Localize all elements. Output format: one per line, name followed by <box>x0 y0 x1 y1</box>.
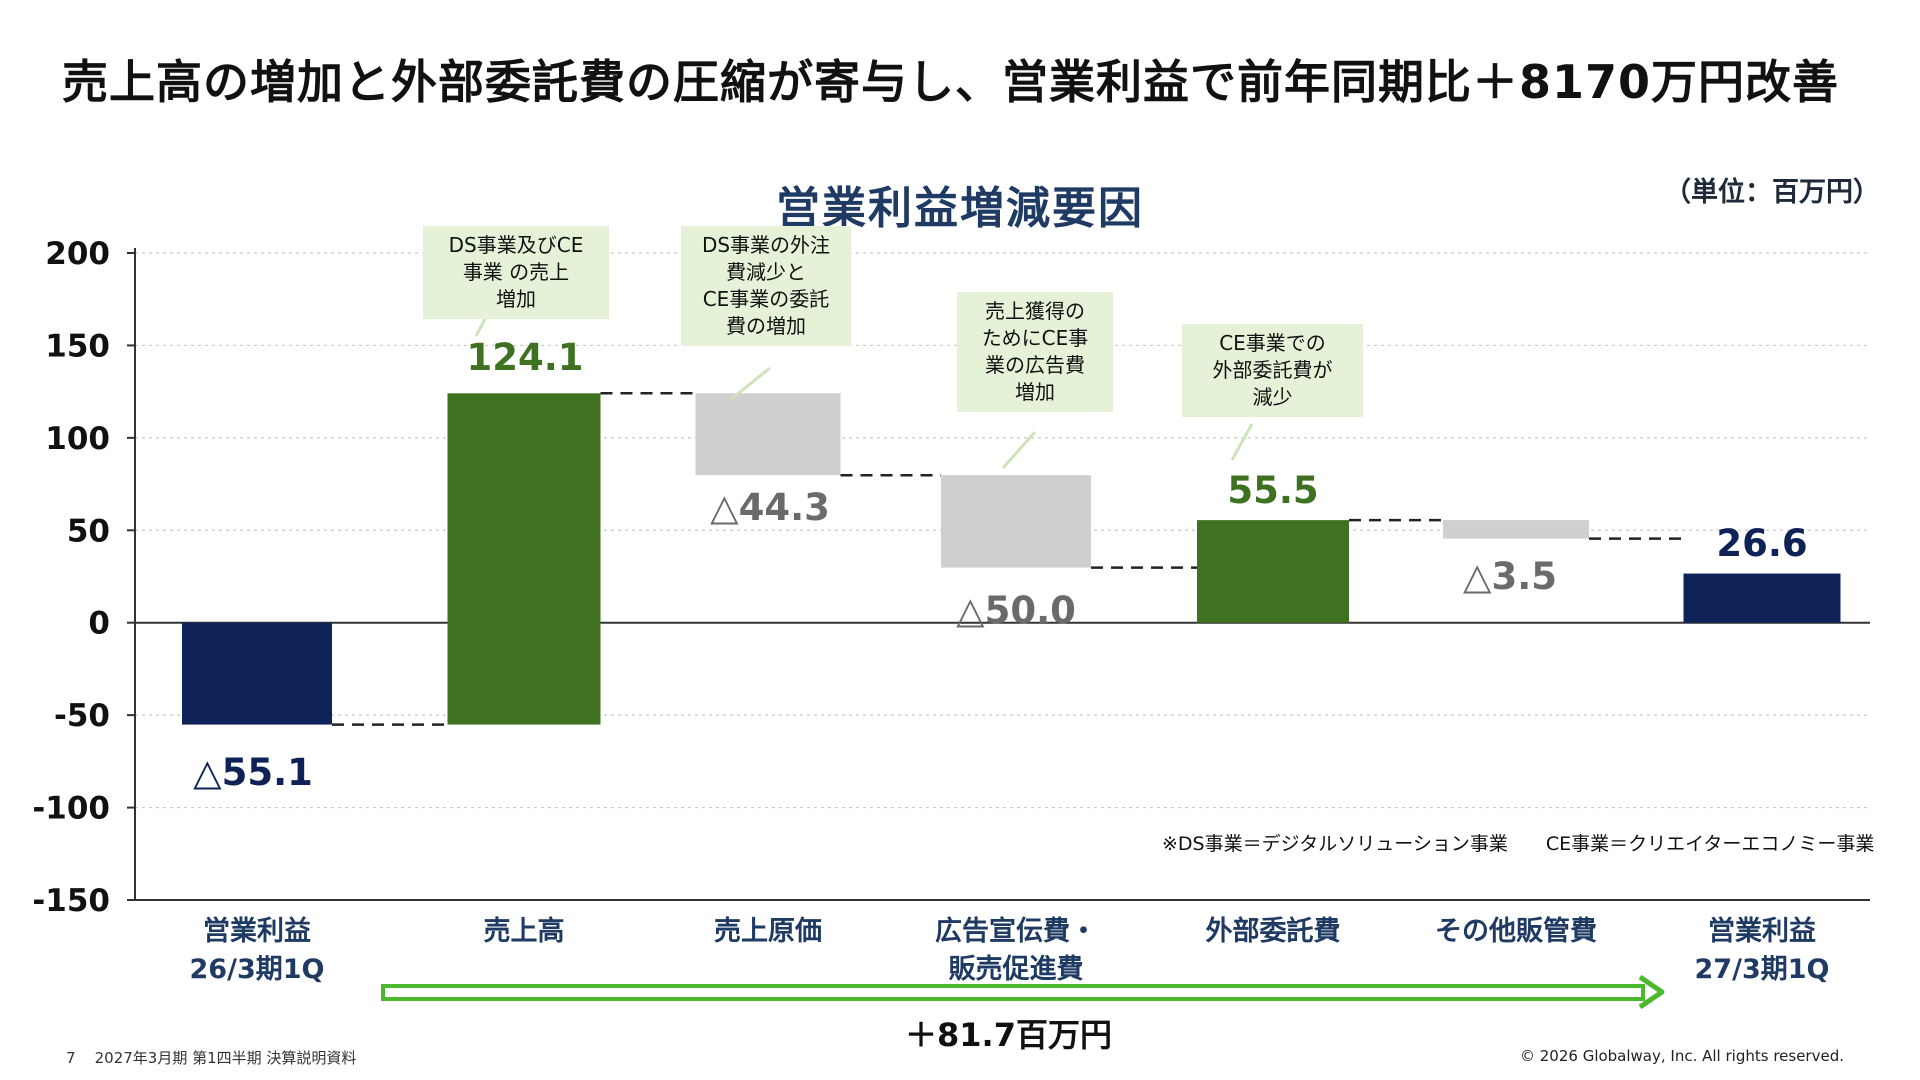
chart-title: 営業利益増減要因 <box>776 183 1144 234</box>
x-category-label: 営業利益 26/3期1Q <box>190 915 325 985</box>
callout-advertising: 売上獲得の ためにCE事 業の広告費 増加 <box>957 292 1113 412</box>
unit-label: （単位：百万円） <box>1664 177 1880 208</box>
callout-pointer <box>1230 423 1254 461</box>
y-tick-label: 200 <box>45 236 110 272</box>
x-category-label: 外部委託費 <box>1206 915 1341 947</box>
data-label: △50.0 <box>956 589 1076 632</box>
data-label: 26.6 <box>1716 522 1807 565</box>
callout-pointer <box>1001 431 1037 469</box>
x-category-label: 売上高 <box>484 915 565 947</box>
y-tick-label: -100 <box>32 791 110 827</box>
y-tick-label: 0 <box>88 606 110 642</box>
x-category-label: 営業利益 27/3期1Q <box>1695 915 1830 985</box>
y-tick-label: 100 <box>45 421 110 457</box>
x-category-label: 売上原価 <box>714 916 822 947</box>
bar-0 <box>182 622 332 725</box>
y-tick-label: -50 <box>54 698 110 734</box>
bar-5 <box>1443 520 1589 539</box>
data-label: △55.1 <box>193 751 313 794</box>
bar-4 <box>1197 520 1349 623</box>
data-label: △3.5 <box>1463 555 1557 598</box>
callout-sales: DS事業及びCE 事業 の売上 増加 <box>423 226 609 319</box>
callout-pointer <box>729 366 771 402</box>
bar-3 <box>941 475 1091 568</box>
bar-1 <box>447 393 601 725</box>
page-number: 7 <box>66 1049 76 1067</box>
callout-cost-of-sales: DS事業の外注 費減少と CE事業の委託 費の増加 <box>681 226 851 346</box>
doc-title: 2027年3月期 第1四半期 決算説明資料 <box>94 1049 357 1067</box>
data-label: 124.1 <box>466 336 583 379</box>
y-tick-label: 150 <box>45 328 110 364</box>
footer-doc-info: 7 2027年3月期 第1四半期 決算説明資料 <box>66 1047 356 1068</box>
bar-6 <box>1683 573 1841 623</box>
y-tick-label: 50 <box>67 513 110 549</box>
total-change-label: ＋81.7百万円 <box>905 1016 1112 1054</box>
y-tick-label: -150 <box>32 883 110 919</box>
copyright: © 2026 Globalway, Inc. All rights reserv… <box>1519 1047 1844 1065</box>
improvement-arrow-head <box>1638 974 1665 1010</box>
bar-2 <box>695 393 841 476</box>
data-label: 55.5 <box>1227 469 1318 512</box>
segment-note: ※DS事業＝デジタルソリューション事業 CE事業＝クリエイターエコノミー事業 <box>1162 833 1875 855</box>
page-headline: 売上高の増加と外部委託費の圧縮が寄与し、営業利益で前年同期比＋8170万円改善 <box>62 55 1840 109</box>
x-category-label: 広告宣伝費・販売促進費 <box>935 915 1097 985</box>
callout-outsourcing: CE事業での 外部委託費が 減少 <box>1182 324 1363 417</box>
data-label: △44.3 <box>710 486 830 529</box>
improvement-arrow-body <box>381 984 1645 1001</box>
x-category-label: その他販管費 <box>1435 916 1597 947</box>
